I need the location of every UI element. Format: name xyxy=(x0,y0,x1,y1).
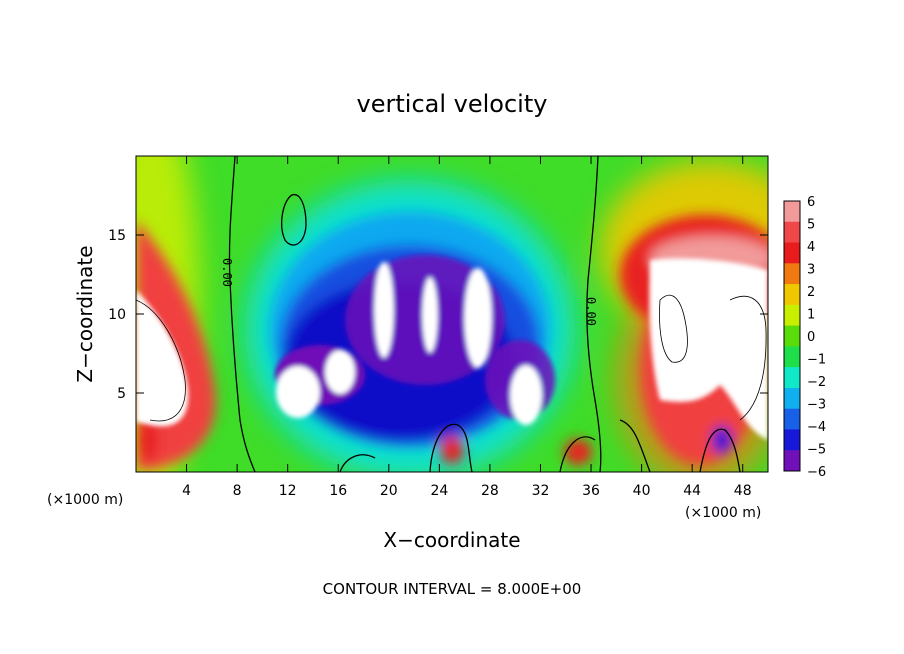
colorbar-label: 3 xyxy=(807,263,815,278)
colorbar-label: 0 xyxy=(807,330,815,345)
colorbar-label: 2 xyxy=(807,285,815,300)
colorbar-swatch xyxy=(784,242,800,264)
x-unit-label-right: (×1000 m) xyxy=(685,505,761,521)
x-tick-label: 20 xyxy=(380,483,398,499)
colorbar-swatch xyxy=(784,429,800,451)
colorbar-swatch xyxy=(784,284,800,306)
colorbar-swatch xyxy=(784,304,800,327)
colorbar-label: 4 xyxy=(807,240,815,255)
x-axis-ticks: 4 8 12 16 20 24 28 32 36 40 44 48 xyxy=(182,156,752,499)
colorbar-swatch xyxy=(784,221,800,244)
colorbar-label: −6 xyxy=(807,465,826,480)
velocity-field xyxy=(136,156,768,472)
contour-label-right: 0.00 xyxy=(584,297,598,326)
colorbar-swatch xyxy=(784,263,800,285)
colorbar-label: −2 xyxy=(807,375,826,390)
x-tick-label: 28 xyxy=(481,483,499,499)
x-tick-label: 24 xyxy=(430,483,448,499)
colorbar-swatch xyxy=(784,346,800,368)
x-axis-label: X−coordinate xyxy=(383,528,520,552)
y-axis-label: Z−coordinate xyxy=(73,245,97,382)
contour-label-left: 0.00 xyxy=(220,258,234,287)
x-tick-label: 48 xyxy=(734,483,752,499)
x-tick-label: 32 xyxy=(532,483,550,499)
colorbar: 6 5 4 3 2 1 0 −1 −2 −3 −4 −5 −6 xyxy=(783,195,826,480)
x-tick-label: 44 xyxy=(683,483,701,499)
colorbar-label: 1 xyxy=(807,308,815,323)
colorbar-swatch xyxy=(784,201,800,223)
colorbar-label: −5 xyxy=(807,443,826,458)
x-tick-label: 8 xyxy=(233,483,242,499)
colorbar-label: 5 xyxy=(807,218,815,233)
colorbar-label: −4 xyxy=(807,420,826,435)
colorbar-swatch xyxy=(784,387,800,410)
colorbar-swatch xyxy=(784,450,800,472)
colorbar-label: −1 xyxy=(807,353,826,368)
x-tick-label: 12 xyxy=(279,483,297,499)
colorbar-label: 6 xyxy=(807,195,815,210)
colorbar-swatch xyxy=(784,367,800,389)
x-tick-label: 4 xyxy=(182,483,191,499)
y-tick-label: 5 xyxy=(117,386,126,402)
colorbar-frame xyxy=(783,200,801,472)
y-tick-label: 15 xyxy=(108,228,126,244)
x-unit-label-left: (×1000 m) xyxy=(47,492,123,508)
x-tick-label: 16 xyxy=(329,483,347,499)
x-tick-label: 36 xyxy=(582,483,600,499)
colorbar-swatch xyxy=(784,408,800,430)
colorbar-label: −3 xyxy=(807,398,826,413)
colorbar-swatch xyxy=(784,325,800,347)
contour-interval-note: CONTOUR INTERVAL = 8.000E+00 xyxy=(323,580,582,598)
chart-title: vertical velocity xyxy=(357,90,548,118)
y-tick-label: 10 xyxy=(108,307,126,323)
x-tick-label: 40 xyxy=(633,483,651,499)
y-axis-ticks: 5 10 15 xyxy=(108,228,768,402)
